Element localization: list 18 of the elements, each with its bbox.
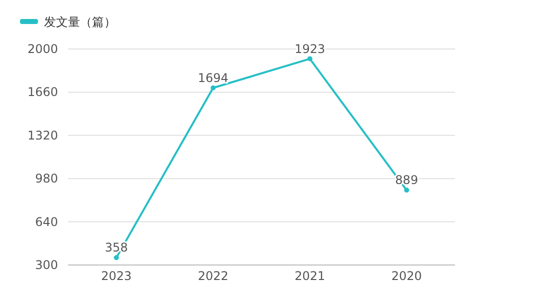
y-tick-label: 300 bbox=[35, 258, 58, 272]
legend-label: 发文量（篇） bbox=[44, 15, 116, 29]
y-tick-label: 1320 bbox=[27, 128, 58, 142]
point bbox=[210, 85, 216, 90]
y-tick-label: 1660 bbox=[27, 85, 58, 100]
point bbox=[404, 188, 410, 193]
data-label: 1923 bbox=[294, 42, 326, 56]
y-tick-label: 980 bbox=[35, 172, 58, 186]
y-tick-label: 640 bbox=[35, 214, 58, 229]
x-tick-label: 2021 bbox=[294, 269, 326, 283]
y-tick-label: 2000 bbox=[27, 42, 58, 56]
point bbox=[114, 255, 119, 260]
x-tick-label: 2022 bbox=[198, 269, 228, 283]
legend: 发文量（篇） bbox=[20, 15, 116, 29]
point bbox=[307, 56, 312, 62]
x-tick-label: 2020 bbox=[391, 269, 422, 283]
data-label: 1694 bbox=[198, 70, 228, 85]
x-tick-label: 2023 bbox=[101, 269, 132, 283]
